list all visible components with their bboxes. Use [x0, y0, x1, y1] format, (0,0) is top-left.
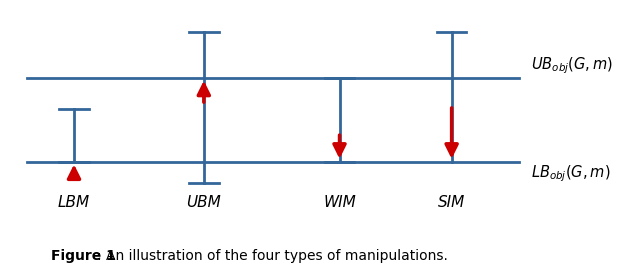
Text: Figure 1: Figure 1	[51, 249, 116, 263]
Text: $UB_{obj}(G, m)$: $UB_{obj}(G, m)$	[531, 55, 613, 76]
Text: WIM: WIM	[323, 195, 356, 210]
Text: $LB_{obj}(G, m)$: $LB_{obj}(G, m)$	[531, 164, 611, 184]
Text: SIM: SIM	[438, 195, 465, 210]
Text: : An illustration of the four types of manipulations.: : An illustration of the four types of m…	[97, 249, 448, 263]
Text: UBM: UBM	[186, 195, 221, 210]
Text: LBM: LBM	[58, 195, 90, 210]
